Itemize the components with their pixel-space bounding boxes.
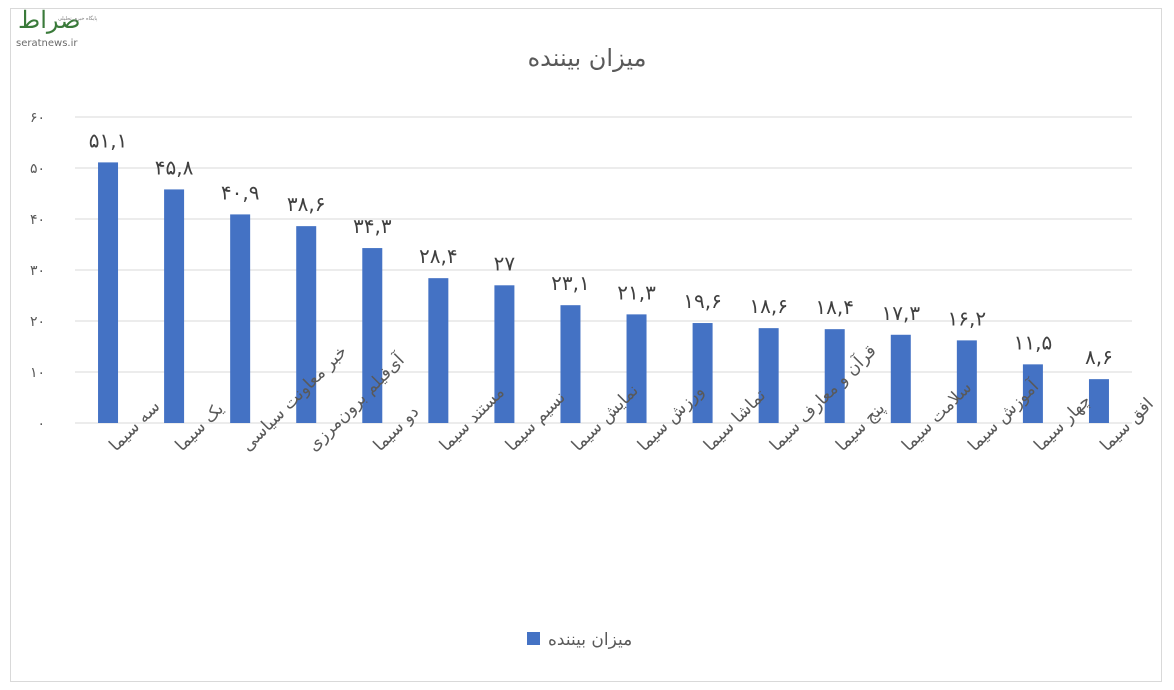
bar (230, 214, 251, 423)
y-tick-label: ۰ (37, 416, 45, 432)
data-label: ۵۱,۱ (89, 128, 128, 152)
data-label: ۴۰,۹ (221, 180, 260, 204)
bar (428, 278, 449, 423)
bar (758, 328, 779, 423)
y-tick-label: ۳۰ (30, 263, 45, 279)
chart-title: میزان بیننده (528, 44, 647, 72)
logo-mark: صراط (18, 6, 81, 34)
data-label: ۱۸,۶ (749, 294, 788, 318)
data-label: ۳۸,۶ (287, 192, 326, 216)
legend-label: میزان بیننده (548, 630, 632, 650)
data-label: ۲۸,۴ (419, 244, 458, 268)
bar (98, 162, 119, 423)
data-label: ۲۷ (494, 251, 516, 275)
data-label: ۴۵,۸ (155, 155, 194, 179)
data-label: ۸,۶ (1085, 345, 1113, 369)
bars (98, 162, 1109, 423)
data-labels: ۵۱,۱ ۴۵,۸ ۴۰,۹ ۳۸,۶ ۳۴,۳ ۲۸,۴ ۲۷ ۲۳,۱ ۲۱,۳ ۱۹,۶ ۱۸… (89, 128, 1113, 369)
data-label: ۱۱,۵ (1014, 330, 1053, 354)
y-axis: ۰ ۱۰ ۲۰ ۳۰ ۴۰ ۵۰ ۶۰ (30, 110, 45, 432)
bar (296, 226, 317, 423)
watermark-logo: صراط پایگاه خبری تحلیلی seratnews.ir (14, 6, 104, 54)
bar (362, 248, 383, 423)
bar (824, 329, 845, 423)
y-tick-label: ۴۰ (30, 212, 45, 228)
gridlines (75, 116, 1132, 424)
y-tick-label: ۱۰ (30, 365, 45, 381)
data-label: ۲۳,۱ (551, 271, 590, 295)
bar (626, 314, 647, 423)
bar (164, 189, 185, 423)
bar (692, 323, 713, 423)
bar (1088, 379, 1109, 423)
data-label: ۲۱,۳ (617, 280, 656, 304)
data-label: ۳۴,۳ (353, 214, 392, 238)
logo-url: seratnews.ir (16, 38, 78, 49)
bar (956, 340, 977, 423)
bar (890, 334, 911, 423)
logo-tagline: پایگاه خبری تحلیلی (58, 16, 98, 22)
bar (1022, 364, 1043, 423)
y-tick-label: ۶۰ (30, 110, 45, 126)
data-label: ۱۸,۴ (815, 295, 854, 319)
bar (560, 305, 581, 423)
data-label: ۱۹,۶ (683, 289, 722, 313)
bar (494, 285, 515, 423)
data-label: ۱۶,۲ (948, 306, 987, 330)
y-tick-label: ۵۰ (30, 161, 45, 177)
legend: میزان بیننده (527, 630, 632, 650)
y-tick-label: ۲۰ (30, 314, 45, 330)
data-label: ۱۷,۳ (881, 301, 920, 325)
legend-swatch (527, 632, 540, 645)
